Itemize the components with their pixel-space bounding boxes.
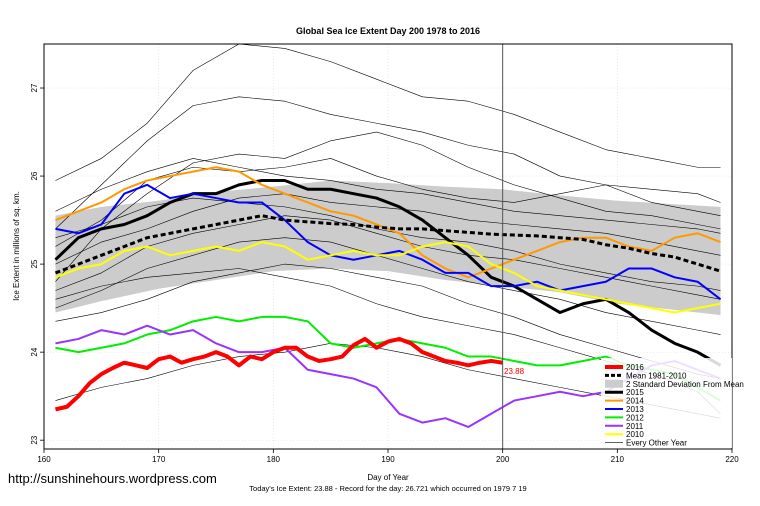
x-tick-label: 170 <box>152 455 166 464</box>
legend-label-2013: 2013 <box>626 405 644 414</box>
series-line-2014 <box>55 166 721 279</box>
y-axis-label: Ice Extent in millions of sq. km. <box>12 191 21 301</box>
x-tick-label: 200 <box>496 455 510 464</box>
series-line-every-other-year-11 <box>55 158 721 234</box>
series-line-every-other-year-2 <box>55 96 721 230</box>
legend-label-2011: 2011 <box>626 422 644 431</box>
legend-label-2016: 2016 <box>626 363 644 372</box>
y-tick-label: 25 <box>30 259 39 268</box>
x-tick-label: 220 <box>725 455 739 464</box>
series-line-every-other-year-7 <box>55 237 721 335</box>
series-line-every-other-year-8 <box>55 263 721 379</box>
y-axis-ticks: 23 24 25 26 27 <box>30 83 44 445</box>
legend-label-2010: 2010 <box>626 430 644 439</box>
footer-caption: Today's Ice Extent: 23.88 - Record for t… <box>249 484 526 493</box>
y-tick-label: 24 <box>30 347 39 356</box>
watermark-url[interactable]: http://sunshinehours.wordpress.com <box>8 471 217 486</box>
std-dev-band <box>55 180 721 316</box>
series-line-every-other-year-6 <box>55 215 721 300</box>
x-axis-label: Day of Year <box>367 473 409 482</box>
legend-label-mean-1981-2010: Mean 1981-2010 <box>626 371 687 380</box>
series-line-every-other-year-4 <box>55 158 721 247</box>
std-band-layer <box>55 180 721 316</box>
series-line-2013 <box>55 183 722 301</box>
series-line-every-other-year-5 <box>55 193 721 265</box>
series-line-every-other-year-3 <box>55 131 721 282</box>
x-tick-label: 190 <box>381 455 395 464</box>
legend-label-2014: 2014 <box>626 397 644 406</box>
series-line-2015 <box>54 178 722 367</box>
legend-label-every-other-year: Every Other Year <box>626 439 687 448</box>
x-tick-label: 180 <box>267 455 281 464</box>
series-layer <box>54 43 722 428</box>
x-tick-label: 160 <box>37 455 51 464</box>
legend-label-2012: 2012 <box>626 413 644 422</box>
y-tick-label: 26 <box>30 171 39 180</box>
series-line-mean-1981-2010 <box>54 214 721 275</box>
legend-label-2-standard-deviation-from-mean: 2 Standard Deviation From Mean <box>626 380 744 389</box>
x-tick-label: 210 <box>611 455 625 464</box>
y-tick-label: 27 <box>30 83 39 92</box>
y-tick-label: 23 <box>30 435 39 444</box>
series-line-2010 <box>55 241 721 314</box>
chart-title: Global Sea Ice Extent Day 200 1978 to 20… <box>296 26 480 36</box>
x-axis-ticks: 160 170 180 190 200 210 220 <box>37 449 739 464</box>
series-line-2016 <box>55 336 503 412</box>
current-value-label: 23.88 <box>504 367 525 376</box>
legend-label-2015: 2015 <box>626 388 644 397</box>
series-line-every-other-year-1 <box>55 43 721 181</box>
legend-box <box>601 358 732 448</box>
